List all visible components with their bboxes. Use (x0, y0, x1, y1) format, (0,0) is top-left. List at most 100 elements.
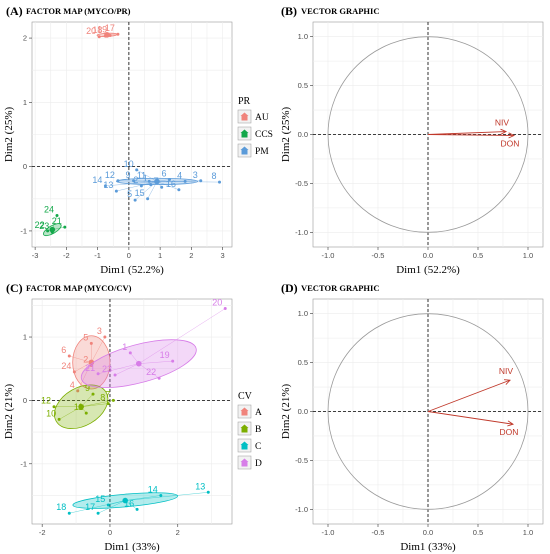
centroid-link (81, 400, 114, 407)
data-point (72, 370, 76, 374)
y-axis-label: Dim2 (25%) (280, 107, 292, 163)
legend-swatch (241, 461, 248, 467)
y-tick-label: 0.0 (298, 407, 308, 416)
legend-swatch-marker (240, 146, 249, 150)
x-tick-label: -2 (39, 528, 46, 537)
centroid-link (74, 362, 92, 373)
point-label: 2 (83, 355, 88, 365)
data-point (132, 179, 136, 183)
data-point (223, 307, 227, 311)
factor-map-cv-chart: (C) FACTOR MAP (MYCO/CV) -2 0 2 -1 0 1 Dim1 (33%… (3, 281, 262, 553)
legend-swatch-marker (240, 424, 249, 428)
x-tick-label: -1.0 (322, 251, 335, 260)
data-point (63, 225, 67, 229)
centroid-link (138, 308, 226, 364)
centroid-link (91, 336, 106, 363)
data-point (206, 490, 210, 494)
legend-label: D (255, 459, 262, 469)
vector-label: DON (500, 427, 519, 437)
x-tick-label: -1 (94, 251, 101, 260)
y-tick-label: -1.0 (295, 228, 308, 237)
data-point (67, 354, 71, 358)
point-label: 10 (46, 408, 56, 418)
x-axis-label: Dim1 (33%) (104, 541, 160, 553)
y-tick-label: 1.0 (298, 32, 308, 41)
point-label: 24 (44, 205, 54, 215)
data-point (96, 511, 100, 515)
y-tick-label: 0.5 (298, 81, 308, 90)
x-tick-label: -0.5 (372, 251, 385, 260)
legend: PR AU CCS PM (237, 96, 273, 158)
point-label: 24 (61, 361, 71, 371)
data-point (218, 180, 221, 184)
legend-swatch-marker (240, 441, 249, 445)
y-tick-label: 1 (23, 333, 27, 342)
data-point (96, 372, 100, 376)
panel-letter: (D) (281, 281, 298, 295)
vector-label: NIV (499, 366, 514, 376)
data-point (135, 507, 139, 511)
x-tick-label: 2 (176, 528, 180, 537)
gridlines (32, 299, 232, 524)
centroid-link (81, 403, 109, 407)
x-axis-label: Dim1 (33%) (400, 541, 456, 553)
y-axis-label: Dim2 (25%) (3, 107, 15, 163)
data-point (177, 188, 181, 192)
group-centroid (88, 359, 95, 366)
y-tick-label: 2 (23, 34, 27, 43)
data-point (171, 359, 175, 363)
group-A: 35 6 2 24 4 (61, 326, 111, 393)
centroid-link (134, 181, 158, 201)
x-tick-label: 0.5 (473, 528, 483, 537)
point-label: 9 (85, 383, 90, 393)
group-centroid (104, 32, 110, 38)
centroid-link (69, 355, 92, 363)
group-centroid (122, 497, 129, 504)
centroid-link (125, 492, 209, 501)
data-point (84, 411, 88, 415)
centroid-link (98, 363, 139, 374)
point-label: 12 (41, 396, 51, 406)
data-point (114, 189, 118, 193)
panel-d-vector-graphic: (D) VECTOR GRAPHIC -1.0 -0.5 0.0 0.5 1.0 -1.0 -0… (275, 277, 550, 554)
panel-title: VECTOR GRAPHIC (301, 6, 379, 16)
centroid-link (125, 495, 161, 501)
point-label: 12 (105, 170, 115, 180)
panel-title: FACTOR MAP (MYCO/PR) (26, 6, 131, 16)
point-label: 4 (177, 170, 182, 180)
point-label: 21 (52, 216, 62, 226)
vector-graphic-pr-chart: (B) VECTOR GRAPHIC -1.0 -0.5 0.0 0.5 1.0 -1.0 -0… (280, 4, 544, 276)
y-tick-label: -0.5 (295, 179, 308, 188)
data-point (149, 183, 153, 187)
legend-swatch (241, 132, 248, 138)
vector-don: DON (427, 411, 519, 437)
data-point (57, 417, 61, 421)
legend-label: C (255, 442, 261, 452)
point-label: 20 (86, 26, 96, 36)
plot-area (31, 298, 233, 525)
vector-label: DON (501, 138, 520, 148)
point-label: 14 (148, 484, 158, 494)
y-tick-label: 0.5 (298, 358, 308, 367)
vector-graphic-cv-chart: (D) VECTOR GRAPHIC -1.0 -0.5 0.0 0.5 1.0 -1.0 -0… (280, 281, 544, 553)
legend-swatch-marker (240, 407, 249, 411)
data-point (113, 373, 117, 377)
centroid-link (116, 181, 158, 192)
x-axis-label: Dim1 (52.2%) (396, 264, 460, 276)
data-point (128, 351, 132, 355)
data-point (52, 405, 56, 409)
vector-arrowhead (508, 132, 516, 139)
point-label: 18 (56, 502, 66, 512)
data-point (111, 398, 115, 402)
y-tick-label: 1.0 (298, 309, 308, 318)
data-point (76, 389, 80, 393)
point-label: 8 (100, 393, 105, 403)
group-centroid (49, 226, 56, 233)
legend-swatch-marker (240, 129, 249, 133)
data-point (89, 341, 93, 345)
centroid-link (147, 181, 158, 199)
legend-label: B (255, 425, 261, 435)
